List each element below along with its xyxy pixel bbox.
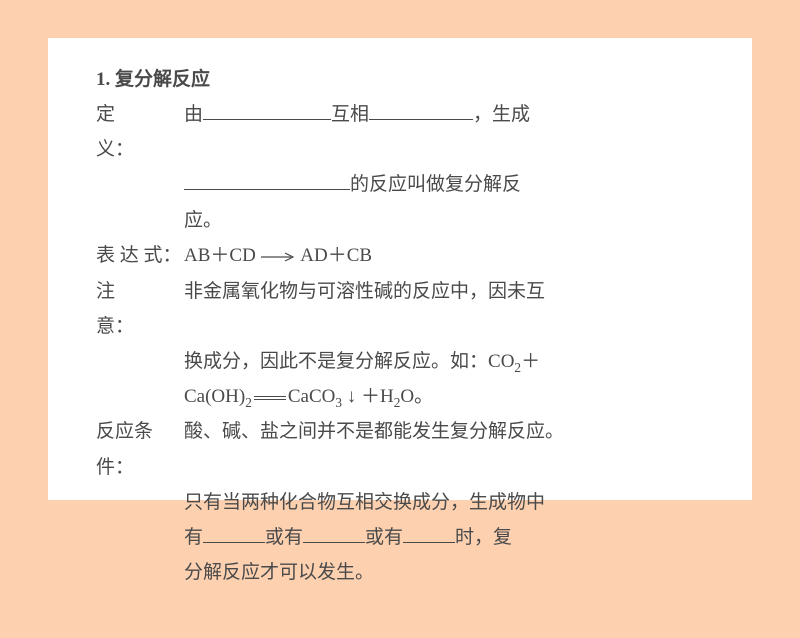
blank-field[interactable] <box>184 169 350 191</box>
note-line2: 换成分，因此不是复分解反应。如：CO2＋ <box>96 344 720 379</box>
document-page: 1. 复分解反应 定 义： 由互相，生成 的反应叫做复分解反 应。 表 达 式：… <box>48 38 752 500</box>
condition-line3: 有或有或有时，复 <box>96 520 720 555</box>
definition-line3: 应。 <box>96 203 720 238</box>
condition-line4: 分解反应才可以发生。 <box>96 555 720 590</box>
note-line3: Ca(OH)2CaCO3 ↓ ＋H2O。 <box>96 379 720 414</box>
title-number: 1. <box>96 69 110 90</box>
definition-label: 定 义： <box>96 97 184 167</box>
definition-content: 由互相，生成 <box>184 97 720 132</box>
expression-label: 表 达 式： <box>96 238 184 273</box>
note-row: 注 意： 非金属氧化物与可溶性碱的反应中，因未互 <box>96 274 720 344</box>
definition-line2: 的反应叫做复分解反 <box>96 167 720 202</box>
definition-row: 定 义： 由互相，生成 <box>96 97 720 167</box>
expression-row: 表 达 式： AB＋CD AD＋CB <box>96 238 720 274</box>
condition-label: 反应条件： <box>96 414 184 484</box>
equation-line-icon <box>254 396 286 400</box>
blank-field[interactable] <box>303 521 365 543</box>
blank-field[interactable] <box>403 521 455 543</box>
expression-content: AB＋CD AD＋CB <box>184 238 720 274</box>
note-line1: 非金属氧化物与可溶性碱的反应中，因未互 <box>184 274 720 309</box>
note-label: 注 意： <box>96 274 184 344</box>
title-text: 复分解反应 <box>115 69 210 90</box>
condition-line1: 酸、碱、盐之间并不是都能发生复分解反应。 <box>184 414 720 449</box>
blank-field[interactable] <box>369 98 473 120</box>
condition-row: 反应条件： 酸、碱、盐之间并不是都能发生复分解反应。 <box>96 414 720 484</box>
condition-line2: 只有当两种化合物互相交换成分，生成物中 <box>96 485 720 520</box>
arrow-icon <box>261 239 297 274</box>
blank-field[interactable] <box>203 98 331 120</box>
blank-field[interactable] <box>203 521 265 543</box>
section-title: 1. 复分解反应 <box>96 62 720 97</box>
